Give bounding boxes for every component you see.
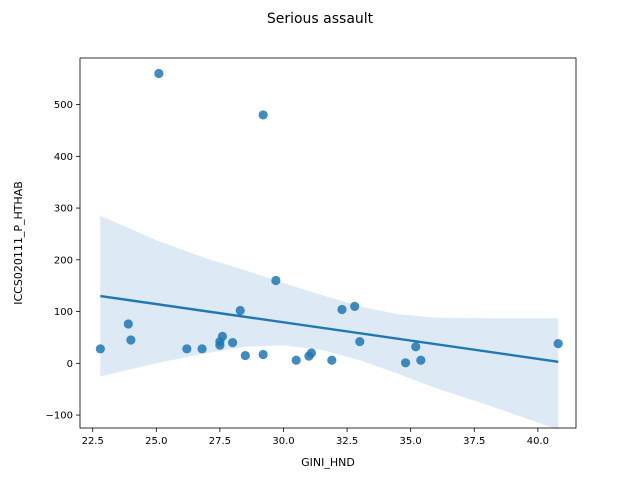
scatter-point	[154, 68, 164, 79]
scatter-point	[327, 355, 337, 365]
y-tick-label: 100	[54, 307, 73, 318]
scatter-point	[416, 355, 426, 365]
y-tick-label: 300	[54, 204, 73, 215]
scatter-point	[182, 344, 192, 354]
x-tick-label: 35.0	[400, 436, 422, 447]
scatter-point	[271, 275, 281, 286]
scatter-point	[400, 358, 411, 368]
x-tick-label: 25.0	[145, 436, 167, 447]
scatter-point	[215, 340, 225, 350]
regression-line-layer	[100, 294, 559, 363]
scatter-point	[291, 355, 301, 365]
plot-area-frame	[79, 57, 577, 429]
scatter-point	[258, 110, 268, 120]
scatter-point	[553, 339, 563, 349]
x-tick-label: 40.0	[527, 436, 549, 447]
scatter-point	[350, 301, 360, 311]
x-axis-label: GINI_HND	[301, 456, 355, 469]
x-tick-label: 32.5	[336, 436, 358, 447]
y-axis-label: ICCS020111_P_HTHAB	[12, 181, 25, 305]
scatter-point	[355, 336, 365, 347]
y-tick-label: 400	[54, 152, 73, 163]
scatter-point	[306, 348, 317, 358]
scatter-point	[123, 319, 133, 329]
scatter-point	[337, 304, 347, 315]
regression-line	[100, 294, 559, 363]
scatter-point	[217, 331, 228, 342]
x-axis-ticks: 22.5 25.0 27.5 30.0 32.5 35.0 37.5 40.0	[82, 428, 549, 447]
y-tick-label: 0	[67, 359, 73, 370]
scatter-point	[235, 305, 245, 316]
x-tick-label: 27.5	[209, 436, 231, 447]
confidence-band-layer	[100, 215, 559, 430]
scatter-point	[228, 338, 238, 348]
x-tick-label: 22.5	[82, 436, 104, 447]
y-axis-ticks: −100 0 100 200 300 400 500	[46, 100, 80, 422]
scatter-point	[240, 350, 250, 361]
scatter-point	[411, 342, 421, 352]
confidence-band	[100, 215, 559, 430]
x-tick-label: 30.0	[272, 436, 294, 447]
points-layer	[95, 68, 563, 368]
x-tick-label: 37.5	[463, 436, 485, 447]
scatter-point	[197, 344, 207, 354]
y-tick-label: 500	[54, 100, 73, 111]
y-tick-label: 200	[54, 255, 73, 266]
scatter-point	[126, 335, 136, 345]
y-tick-label: −100	[46, 411, 73, 422]
scatter-point	[95, 344, 105, 354]
chart-title: Serious assault	[267, 11, 374, 27]
scatter-point	[258, 349, 268, 360]
